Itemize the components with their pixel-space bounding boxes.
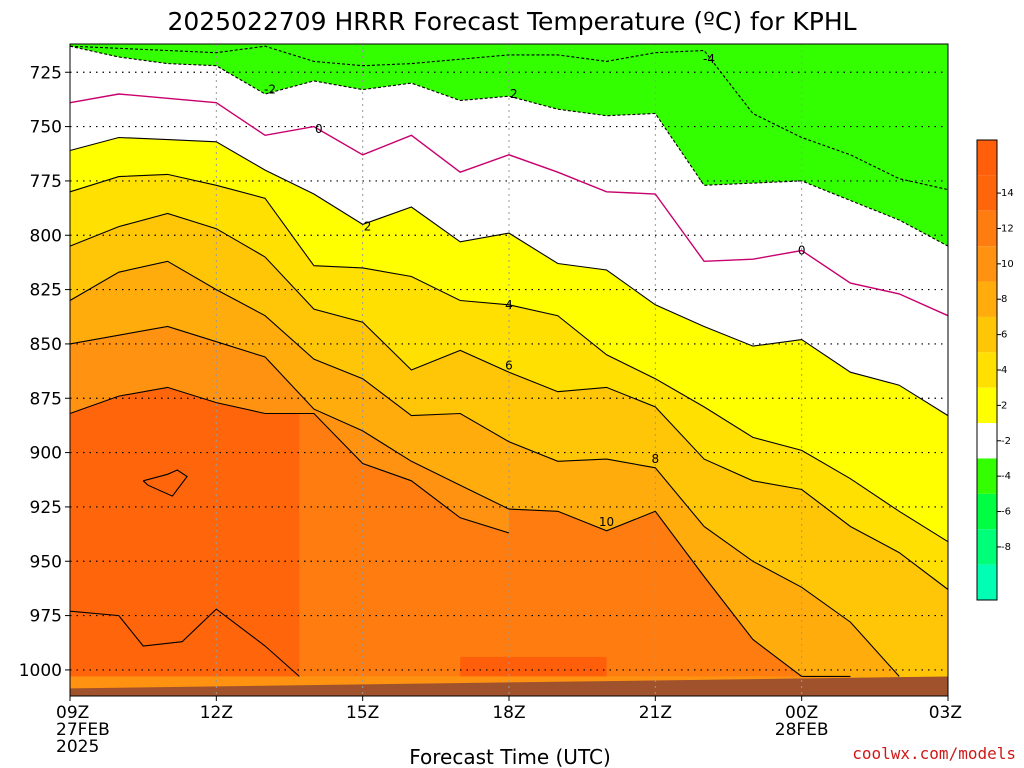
colorbar-label: -4: [1001, 471, 1011, 482]
x-tick-label: 00Z: [785, 703, 818, 723]
y-tick-label: 975: [30, 607, 62, 627]
colorbar-legend: 14 12 10 8 6 4 2 -2 -4 -6 -8: [976, 139, 1014, 601]
y-tick-label: 925: [30, 498, 62, 518]
y-tick-label: 800: [30, 226, 62, 246]
colorbar-label: -8: [1001, 542, 1011, 553]
y-tick-label: 725: [30, 63, 62, 83]
filled-region-4: [70, 174, 948, 590]
isotherm-line-9: [69, 608, 300, 677]
contour-label: -2: [264, 83, 276, 97]
colorbar-label: -6: [1001, 507, 1011, 518]
colorbar-label: 4: [1001, 365, 1007, 376]
isotherm-line-10: [142, 469, 188, 497]
isotherm-line-3: [69, 136, 949, 417]
filled-region-6: [70, 261, 948, 696]
isotherm-line-6: [69, 260, 900, 677]
y-tick-label: 775: [30, 172, 62, 192]
contour-label: 6: [505, 359, 513, 373]
contour-label: 8: [652, 452, 660, 466]
x-tick-label: 21Z: [639, 703, 672, 723]
chart-title: 2025022709 HRRR Forecast Temperature (ºC…: [167, 7, 856, 36]
x-tick-label: 15Z: [346, 703, 379, 723]
colorbar-swatch: [977, 423, 997, 459]
x-tick-date: 27FEB: [56, 720, 110, 740]
colorbar-swatch: [977, 316, 997, 353]
filled-region-5: [70, 213, 948, 696]
y-tick-label: 900: [30, 444, 62, 464]
colorbar-swatch: [977, 175, 997, 211]
filled-region-11: [460, 656, 607, 677]
colorbar-label: 2: [1001, 400, 1007, 411]
contour-label: -4: [703, 52, 715, 66]
contour-label: 2: [510, 87, 518, 101]
x-tick-label: 03Z: [929, 703, 962, 723]
y-tick-label: 875: [30, 389, 62, 409]
isotherm-line-1: [69, 45, 949, 247]
y-tick-label: 850: [30, 335, 62, 355]
filled-core-14: [143, 470, 188, 497]
colorbar-swatch: [977, 387, 997, 424]
contour-label: 10: [599, 515, 614, 529]
x-tick-date: 28FEB: [775, 720, 829, 740]
isotherm-line-8: [69, 386, 510, 534]
isotherm-line-4: [69, 173, 949, 543]
filled-region-1: [70, 44, 948, 247]
contour-label-layer: -4 -2 2 0 0 2 4 6 8 10: [264, 52, 805, 529]
isotherm-line-2: [69, 93, 949, 317]
y-axis: 725 750 775 800 825 850 875 900 925 950 975 1000: [19, 63, 70, 681]
x-axis-title: Forecast Time (UTC): [409, 745, 611, 768]
filled-region-10: [70, 387, 300, 677]
colorbar-swatch: [977, 458, 997, 494]
x-tick-year: 2025: [56, 737, 99, 757]
colorbar-label: -2: [1001, 436, 1011, 447]
isotherm-line-7: [69, 325, 851, 677]
colorbar-swatch: [977, 246, 997, 282]
colorbar-label: 8: [1001, 294, 1007, 305]
contour-label: 4: [505, 298, 513, 312]
colorbar-label: 6: [1001, 330, 1007, 341]
contour-label: 0: [798, 243, 806, 257]
x-tick-label: 12Z: [200, 703, 233, 723]
colorbar-label: 12: [1001, 223, 1014, 234]
y-tick-label: 750: [30, 118, 62, 138]
colorbar-swatch: [977, 140, 997, 176]
colorbar-label: 14: [1001, 188, 1014, 199]
colorbar-swatch: [977, 281, 997, 317]
isotherm-layer: [69, 45, 949, 677]
colorbar-swatch: [977, 210, 997, 247]
filled-region-9: [509, 509, 851, 677]
contour-label: 2: [364, 220, 372, 234]
colorbar-swatch: [977, 493, 997, 530]
isotherm-line-0: [69, 45, 949, 191]
credit-text: coolwx.com/models: [852, 744, 1016, 763]
y-tick-label: 1000: [19, 661, 62, 681]
y-tick-label: 950: [30, 552, 62, 572]
y-tick-label: 825: [30, 281, 62, 301]
colorbar-frame: [976, 139, 998, 601]
x-tick-label: 09Z: [56, 703, 89, 723]
isotherm-line-5: [69, 212, 949, 590]
colorbar-swatch: [977, 564, 997, 600]
colorbar-swatch: [977, 529, 997, 565]
contour-label: 0: [315, 122, 323, 136]
x-tick-label: 18Z: [492, 703, 525, 723]
colorbar-label: 10: [1001, 259, 1014, 270]
colorbar-swatch: [977, 352, 997, 388]
